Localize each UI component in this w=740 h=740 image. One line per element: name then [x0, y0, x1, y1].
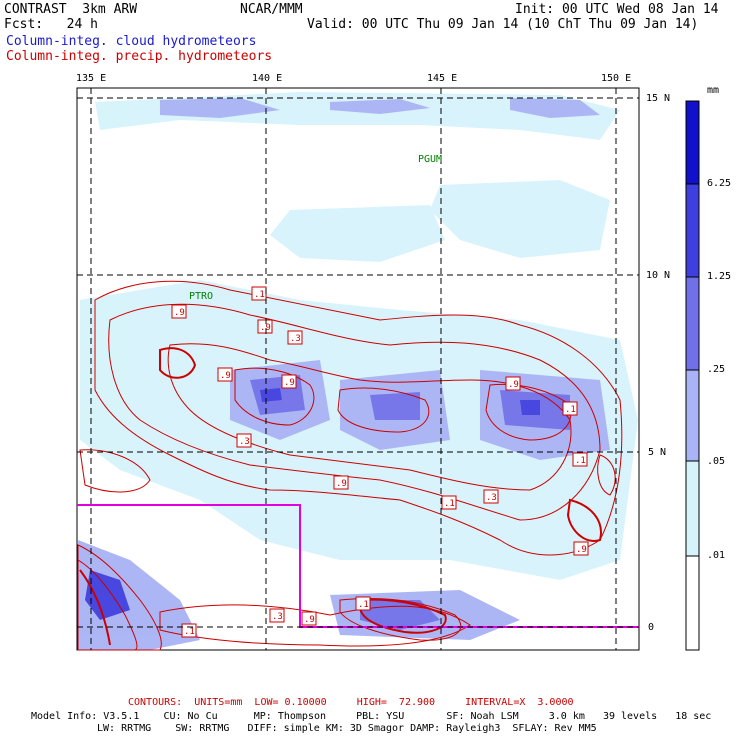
contour-label: .9 — [220, 371, 231, 381]
contour-label: .1 — [444, 499, 455, 509]
colorbar-level-.01: .01 — [707, 550, 726, 561]
contour-label: .3 — [239, 437, 250, 447]
contour-label: .9 — [174, 308, 185, 318]
colorbar-level-.05: .05 — [707, 456, 726, 467]
field-cloud-label: Column-integ. cloud hydrometeors — [6, 34, 257, 49]
valid-time: Valid: 00 UTC Thu 09 Jan 14 (10 ChT Thu … — [307, 17, 699, 32]
colorbar — [685, 100, 700, 651]
lat-lon-grid — [77, 88, 639, 650]
contour-label: .1 — [358, 600, 369, 610]
init-time: Init: 00 UTC Wed 08 Jan 14 — [515, 2, 719, 17]
model-title: CONTRAST 3km ARW — [4, 2, 138, 17]
contour-labels: .1 .9 .9 .3 .9 .9 .3 .9 .1 .9 .1 .9 .1 .… — [174, 290, 587, 637]
contour-label: .1 — [184, 627, 195, 637]
lon-label-135: 135 E — [76, 73, 107, 84]
colorbar-segment — [685, 555, 700, 651]
lon-label-140: 140 E — [252, 73, 283, 84]
lat-label-15n: 15 N — [646, 93, 671, 104]
colorbar-segment — [685, 460, 700, 557]
station-pgum-label: PGUM — [418, 154, 442, 165]
contour-label: .9 — [508, 380, 519, 390]
colorbar-segment — [685, 183, 700, 278]
lon-label-150: 150 E — [601, 73, 632, 84]
contour-label: .1 — [575, 456, 586, 466]
contour-label: .1 — [565, 405, 576, 415]
forecast-hour: Fcst: 24 h — [4, 17, 98, 32]
model-info: Model Info: V3.5.1 CU: No Cu MP: Thompso… — [31, 711, 712, 722]
colorbar-segment — [685, 369, 700, 462]
contour-label: .9 — [284, 378, 295, 388]
contour-label: .9 — [260, 323, 271, 333]
contour-label: .9 — [336, 479, 347, 489]
lat-label-10n: 10 N — [646, 270, 671, 281]
contour-label: .1 — [254, 290, 265, 300]
colorbar-level-.25: .25 — [707, 364, 726, 375]
org-label: NCAR/MMM — [240, 2, 303, 17]
station-ptro-label: PTRO — [189, 291, 213, 302]
precip-contours — [77, 280, 623, 651]
contour-label-boxes — [171, 286, 589, 638]
colorbar-segment — [685, 276, 700, 371]
model-info-physics: LW: RRTMG SW: RRTMG DIFF: simple KM: 3D … — [97, 723, 597, 734]
colorbar-level-6.25: 6.25 — [707, 178, 732, 189]
lat-label-0: 0 — [648, 622, 655, 633]
contour-info: CONTOURS: UNITS=mm LOW= 0.10000 HIGH= 72… — [128, 697, 574, 708]
contour-label: .3 — [272, 612, 283, 622]
contour-label: .9 — [576, 545, 587, 555]
colorbar-level-1.25: 1.25 — [707, 271, 732, 282]
contour-label: .3 — [486, 493, 497, 503]
lat-label-5n: 5 N — [648, 447, 667, 458]
colorbar-segment — [685, 100, 700, 185]
contour-label: .3 — [290, 334, 301, 344]
contour-label: .9 — [304, 615, 315, 625]
field-precip-label: Column-integ. precip. hydrometeors — [6, 49, 273, 64]
colorbar-unit: mm — [707, 85, 720, 96]
station-markers: PGUM PTRO — [189, 154, 442, 302]
lon-label-145: 145 E — [427, 73, 458, 84]
